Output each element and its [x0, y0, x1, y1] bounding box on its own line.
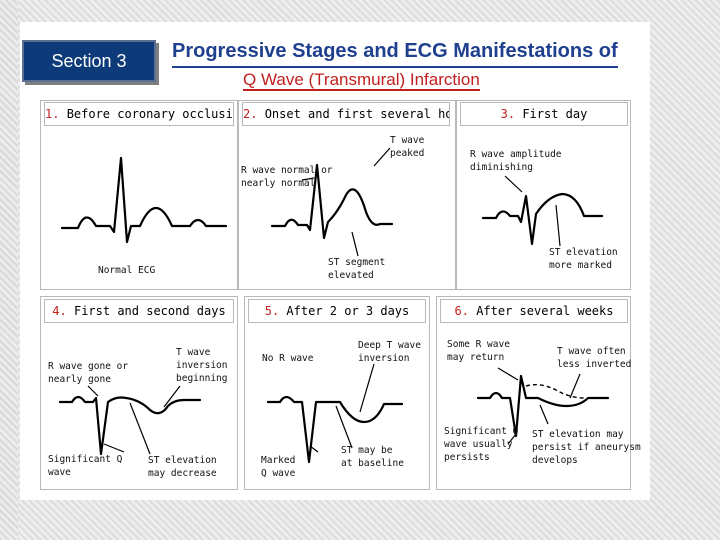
- stage-2-number: 2.: [243, 107, 258, 121]
- page-subtitle-text: Q Wave (Transmural) Infarction: [243, 70, 480, 91]
- stage-2-label: Onset and first several hours: [264, 107, 449, 121]
- page-title: Progressive Stages and ECG Manifestation…: [172, 40, 618, 62]
- panel-stage-3: [456, 100, 631, 290]
- stage-6-number: 6.: [454, 304, 469, 318]
- stage-5-ecg-trace: [266, 395, 404, 464]
- stage-6-t-wave-pointer: [569, 373, 581, 399]
- stage-2-header: 2. Onset and first several hours: [242, 102, 450, 126]
- stage-3-st-pointer: [555, 204, 561, 247]
- section-badge: Section 3: [22, 40, 156, 82]
- stage-4-note-t-wave: T wave inversion beginning: [176, 347, 228, 384]
- stage-1-number: 1.: [45, 107, 60, 121]
- stage-2-note-t-wave: T wave peaked: [390, 135, 425, 159]
- stage-4-r-wave-pointer: [87, 385, 99, 397]
- panel-stage-5: [244, 296, 430, 490]
- stage-4-label: First and second days: [73, 304, 226, 318]
- stage-6-st-pointer: [539, 404, 549, 425]
- stage-3-label: First day: [522, 107, 588, 121]
- stage-4-note-st-elevation: ST elevation may decrease: [148, 455, 217, 479]
- stage-1-note-normal-ecg: Normal ECG: [98, 265, 156, 276]
- stage-3-number: 3.: [500, 107, 516, 121]
- page-subtitle: Q Wave (Transmural) Infarction: [243, 70, 480, 91]
- stage-1-label: Before coronary occlusion: [66, 107, 234, 121]
- stage-2-note-st-segment: ST segment elevated: [328, 257, 386, 281]
- stage-3-header: 3. First day: [460, 102, 628, 126]
- stage-5-note-no-r-wave: No R wave: [262, 353, 314, 364]
- stage-5-number: 5.: [264, 304, 280, 318]
- stage-6-note-st: ST elevation may persist if aneurysm dev…: [532, 429, 641, 466]
- stage-5-note-st: ST may be at baseline: [341, 445, 404, 469]
- stage-5-label: After 2 or 3 days: [286, 304, 410, 318]
- stage-6-note-r-wave: Some R wave may return: [447, 339, 510, 363]
- stage-4-note-r-wave: R wave gone or nearly gone: [48, 361, 129, 385]
- stage-1-header: 1. Before coronary occlusion: [44, 102, 234, 126]
- stage-6-header: 6. After several weeks: [440, 299, 628, 323]
- stage-4-header: 4. First and second days: [44, 299, 234, 323]
- stage-6-r-wave-pointer: [497, 367, 519, 381]
- title-underline: [172, 66, 618, 68]
- stage-6-label: After several weeks: [476, 304, 614, 318]
- stage-6-q-wave-pointer: [507, 433, 517, 445]
- stage-5-q-wave-pointer: [309, 445, 319, 453]
- stage-2-t-wave-pointer: [373, 147, 391, 167]
- stage-5-t-wave-pointer: [359, 363, 375, 413]
- stage-1-ecg-trace: [60, 156, 228, 244]
- stage-2-note-r-wave: R wave normal or nearly normal: [241, 165, 333, 189]
- stage-2-r-wave-pointer: [301, 177, 315, 181]
- stage-6-note-q-wave: Significant Q wave usually persists: [444, 426, 519, 463]
- stage-4-st-pointer: [129, 402, 151, 455]
- stage-5-header: 5. After 2 or 3 days: [248, 299, 426, 323]
- stage-2-ecg-trace: [270, 163, 394, 240]
- stage-4-ecg-trace: [58, 395, 202, 456]
- panel-stage-4: [40, 296, 238, 490]
- stage-3-note-r-wave: R wave amplitude diminishing: [470, 149, 562, 173]
- panel-stage-1: [40, 100, 238, 290]
- stage-3-note-st-elevation: ST elevation more marked: [549, 247, 618, 271]
- panel-stage-6: [436, 296, 631, 490]
- left-stripe: [0, 0, 18, 540]
- stage-6-ecg-trace: [476, 374, 610, 438]
- stage-4-q-wave-pointer: [103, 443, 125, 453]
- stage-5-note-t-wave: Deep T wave inversion: [358, 340, 421, 364]
- stage-3-ecg-trace: [481, 192, 604, 246]
- stage-6-note-t-wave: T wave often less inverted: [557, 346, 632, 370]
- stage-4-t-wave-pointer: [163, 385, 181, 408]
- stage-4-number: 4.: [52, 304, 67, 318]
- stage-6-st-aneurysm-dashes: [525, 383, 585, 399]
- stage-5-st-pointer: [335, 405, 353, 449]
- stage-4-note-q-wave: Significant Q wave: [48, 454, 123, 478]
- stage-2-st-pointer: [351, 231, 359, 257]
- stage-3-r-wave-pointer: [504, 175, 523, 193]
- stage-5-note-q-wave: Marked Q wave: [261, 455, 296, 479]
